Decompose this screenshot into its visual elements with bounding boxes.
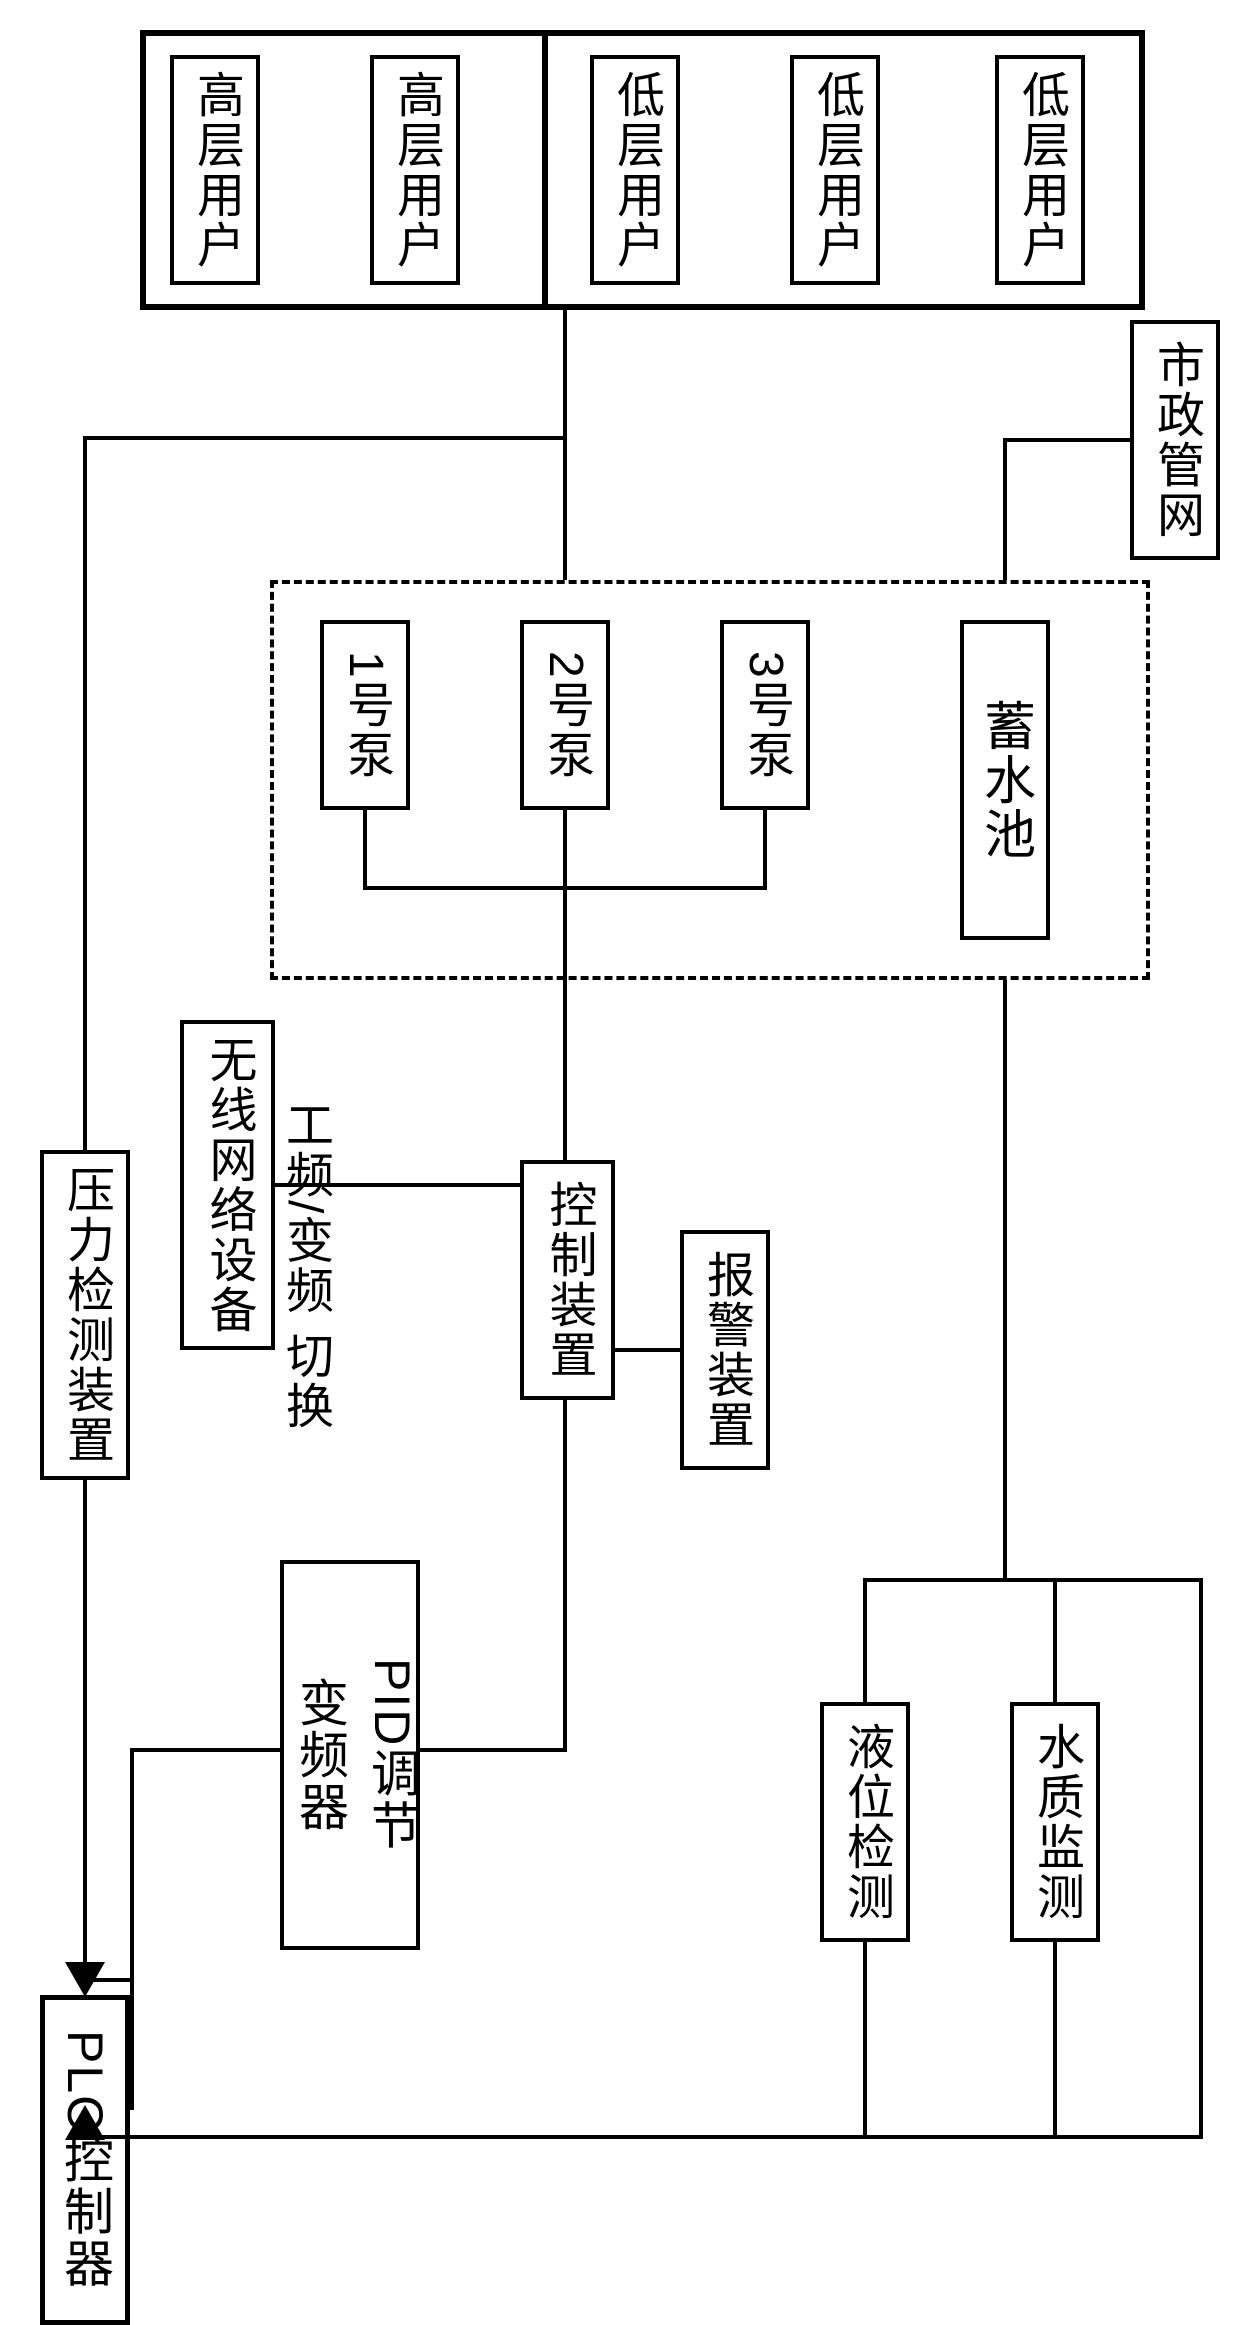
- low-user-3: 低层用户: [995, 55, 1085, 285]
- inverter-label: 变频器: [284, 1677, 356, 1833]
- ln-bottom-bus: [83, 2135, 1203, 2139]
- ln-control-alarm: [615, 1348, 680, 1352]
- ln-inverter-plc: [130, 1748, 280, 1752]
- low-user-2-label: 低层用户: [800, 70, 870, 270]
- line-municipal-h: [1003, 438, 1130, 442]
- alarm-label: 报警装置: [690, 1250, 760, 1450]
- pump-1-label: 1号泵: [330, 651, 400, 780]
- municipal-label: 市政管网: [1140, 340, 1210, 540]
- pump-1: 1号泵: [320, 620, 410, 810]
- ln-tee-control: [563, 886, 567, 1160]
- ln-p1-down: [363, 810, 367, 890]
- pid-label: PID调节: [356, 1658, 428, 1851]
- pump-3: 3号泵: [720, 620, 810, 810]
- line-municipal-v: [1003, 438, 1007, 580]
- ln-p3-down: [763, 810, 767, 890]
- ln-plc-top-h: [83, 1978, 134, 1982]
- ln-level-up: [863, 1578, 867, 1702]
- low-user-3-label: 低层用户: [1005, 70, 1075, 270]
- ln-res-branch: [863, 1578, 1203, 1582]
- plc-controller: PLC控制器: [40, 1995, 130, 2325]
- wireless-device: 无线网络设备: [180, 1020, 275, 1350]
- ln-level-down: [863, 1942, 867, 2139]
- ln-control-wireless: [275, 1183, 520, 1187]
- reservoir: 蓄水池: [960, 620, 1050, 940]
- plc-label: PLC控制器: [49, 2030, 121, 2289]
- pump-2: 2号泵: [520, 620, 610, 810]
- high-user-1: 高层用户: [170, 55, 260, 285]
- control-label: 控制装置: [533, 1180, 603, 1380]
- ln-pressure-up: [83, 436, 87, 1150]
- ln-p2-down: [563, 810, 567, 890]
- control-device: 控制装置: [520, 1160, 615, 1400]
- quality-label: 水质监测: [1020, 1722, 1090, 1922]
- ln-reservoir-down: [1003, 980, 1007, 1580]
- low-user-2: 低层用户: [790, 55, 880, 285]
- pump-2-label: 2号泵: [530, 651, 600, 780]
- alarm-device: 报警装置: [680, 1230, 770, 1470]
- users-divider: [542, 30, 548, 310]
- reservoir-label: 蓄水池: [968, 699, 1043, 861]
- arrow-plc-bottom: [60, 2105, 110, 2141]
- line-users-pumps: [563, 310, 567, 580]
- high-user-2-label: 高层用户: [380, 70, 450, 270]
- pump-3-label: 3号泵: [730, 651, 800, 780]
- pressure-detection: 压力检测装置: [40, 1150, 130, 1480]
- level-detection: 液位检测: [820, 1702, 910, 1942]
- level-label: 液位检测: [830, 1722, 900, 1922]
- inverter-box: 变频器 PID调节: [280, 1560, 420, 1950]
- low-user-1-label: 低层用户: [600, 70, 670, 270]
- ln-inverter-plc-v: [130, 1748, 134, 2110]
- wireless-label: 无线网络设备: [193, 1035, 263, 1335]
- ln-quality-conn: [1053, 1578, 1057, 1702]
- high-user-2: 高层用户: [370, 55, 460, 285]
- low-user-1: 低层用户: [590, 55, 680, 285]
- ln-control-inverter-h: [420, 1748, 567, 1752]
- municipal-pipe: 市政管网: [1130, 320, 1220, 560]
- ln-quality-up: [1199, 1578, 1203, 2138]
- ln-pressure-to-users: [83, 436, 563, 440]
- freq-switch-label: 工频/变频 切换: [280, 1100, 328, 1431]
- ln-control-inverter-v: [563, 1400, 567, 1750]
- ln-quality-down: [1053, 1942, 1057, 2139]
- quality-monitor: 水质监测: [1010, 1702, 1100, 1942]
- high-user-1-label: 高层用户: [180, 70, 250, 270]
- freq-switch-text: 工频/变频 切换: [278, 1100, 331, 1431]
- ln-pressure-plc: [83, 1480, 87, 1978]
- pressure-label: 压力检测装置: [50, 1165, 120, 1465]
